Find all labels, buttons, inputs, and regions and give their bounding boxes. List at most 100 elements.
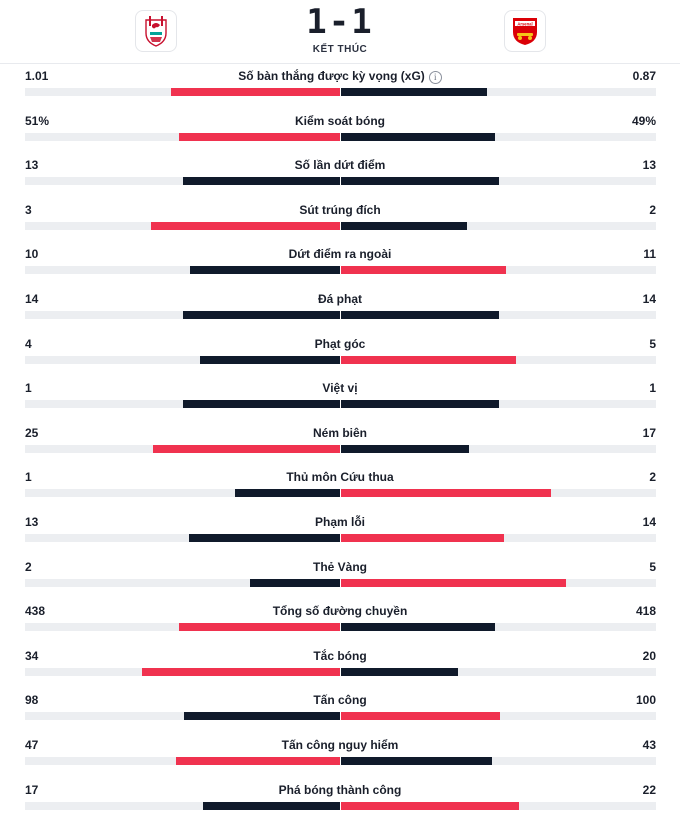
stats-list: 1.01 Số bàn thắng được kỳ vọng (xG) i 0.87 5… [0,66,680,820]
stat-away-bar [341,310,499,319]
stat-away-value: 2 [649,202,656,217]
stat-home-track [25,667,340,676]
stat-away-track [341,489,656,498]
stat-away-value: 17 [642,425,656,440]
stat-away-bar [341,177,499,186]
stat-away-bar [341,489,552,498]
stat-home-track [25,801,340,810]
stat-label: Số lần dứt điểm [0,158,680,172]
stat-label-text: Kiểm soát bóng [294,113,385,128]
stat-home-track [25,310,340,319]
arsenal-wordmark: Arsenal [517,21,532,26]
stat-label-text: Ném biên [312,425,367,440]
stat-row: 14 Đá phạt 14 [0,289,680,334]
match-header: 1-1 KẾT THÚC Arsenal [0,0,680,64]
stat-label-text: Đá phạt [317,291,362,306]
stat-home-track [25,177,340,186]
stat-home-value: 3 [25,202,32,217]
stat-label: Ném biên [0,426,680,440]
stat-home-value: 438 [25,604,46,619]
stat-away-track [341,400,656,409]
stat-away-bar [341,400,499,409]
info-icon[interactable]: i [428,71,442,84]
stat-away-bar [341,756,492,765]
stat-home-value: 51% [25,113,50,128]
stat-away-bar [341,712,501,721]
stat-away-value: 100 [635,693,656,708]
stat-home-track [25,132,340,141]
stat-away-track [341,266,656,275]
stat-home-bar [182,310,340,319]
stat-row: 98 Tấn công 100 [0,690,680,735]
stat-home-bar [184,712,340,721]
stat-label-text: Phá bóng thành công [278,782,402,797]
stat-away-value: 49% [631,113,656,128]
stat-home-bar [235,489,340,498]
stat-label-text: Dứt điểm ra ngoài [288,247,392,262]
liverpool-logo[interactable] [135,10,177,52]
stat-away-track [341,712,656,721]
stat-home-bar [188,533,340,542]
stat-home-bar [182,400,340,409]
stat-away-track [341,623,656,632]
stat-row: 34 Tắc bóng 20 [0,646,680,691]
arsenal-crest-icon: Arsenal [513,18,537,45]
stat-label-text: Sút trúng đích [299,202,381,217]
stat-away-value: 1 [649,381,656,396]
stat-row: 51% Kiểm soát bóng 49% [0,111,680,156]
stat-label: Phạm lỗi [0,515,680,529]
stat-home-track [25,533,340,542]
stat-home-value: 1 [25,381,32,396]
stat-label-text: Tấn công nguy hiểm [281,737,399,752]
stat-away-value: 2 [649,470,656,485]
stat-home-track [25,355,340,364]
stat-label: Việt vị [0,381,680,395]
stat-away-track [341,88,656,96]
stat-home-track [25,712,340,721]
stat-home-track [25,489,340,498]
stat-home-track [25,88,340,96]
stat-row: 47 Tấn công nguy hiểm 43 [0,735,680,780]
stat-home-bar [178,623,340,632]
stat-row: 438 Tổng số đường chuyền 418 [0,601,680,646]
stat-away-track [341,310,656,319]
stat-label-text: Tổng số đường chuyền [272,604,408,619]
stat-label-text: Thủ môn Cứu thua [286,470,394,485]
stat-home-track [25,266,340,275]
stat-home-value: 1.01 [25,69,49,83]
stat-away-value: 20 [642,648,656,663]
stat-away-track [341,801,656,810]
stat-row: 3 Sút trúng đích 2 [0,200,680,245]
stat-away-bar [341,667,458,676]
stat-home-value: 4 [25,336,32,351]
stat-row: 1.01 Số bàn thắng được kỳ vọng (xG) i 0.87 [0,66,680,111]
stat-label: Sút trúng đích [0,203,680,217]
stat-row: 2 Thẻ Vàng 5 [0,557,680,602]
stat-away-bar [341,88,487,96]
stat-label: Tắc bóng [0,649,680,663]
stat-home-track [25,623,340,632]
arsenal-logo[interactable]: Arsenal [504,10,546,52]
stat-away-track [341,221,656,230]
stat-row: 10 Dứt điểm ra ngoài 11 [0,244,680,289]
stat-away-bar [341,623,495,632]
stat-label-text: Phạt góc [314,336,366,351]
stat-row: 13 Số lần dứt điểm 13 [0,155,680,200]
stat-label: Tổng số đường chuyền [0,604,680,618]
stat-home-value: 47 [25,737,39,752]
match-status: KẾT THÚC [312,44,368,55]
stat-away-track [341,132,656,141]
stat-away-track [341,444,656,453]
stat-label: Phạt góc [0,337,680,351]
stat-away-bar [341,533,505,542]
stat-away-bar [341,355,517,364]
stat-home-track [25,756,340,765]
stat-label: Thẻ Vàng [0,560,680,574]
stat-row: 25 Ném biên 17 [0,423,680,468]
stat-home-bar [202,801,340,810]
stat-home-value: 2 [25,559,32,574]
stat-away-value: 14 [642,291,656,306]
stat-row: 1 Việt vị 1 [0,378,680,423]
stat-label: Đá phạt [0,292,680,306]
stat-away-bar [341,132,496,141]
